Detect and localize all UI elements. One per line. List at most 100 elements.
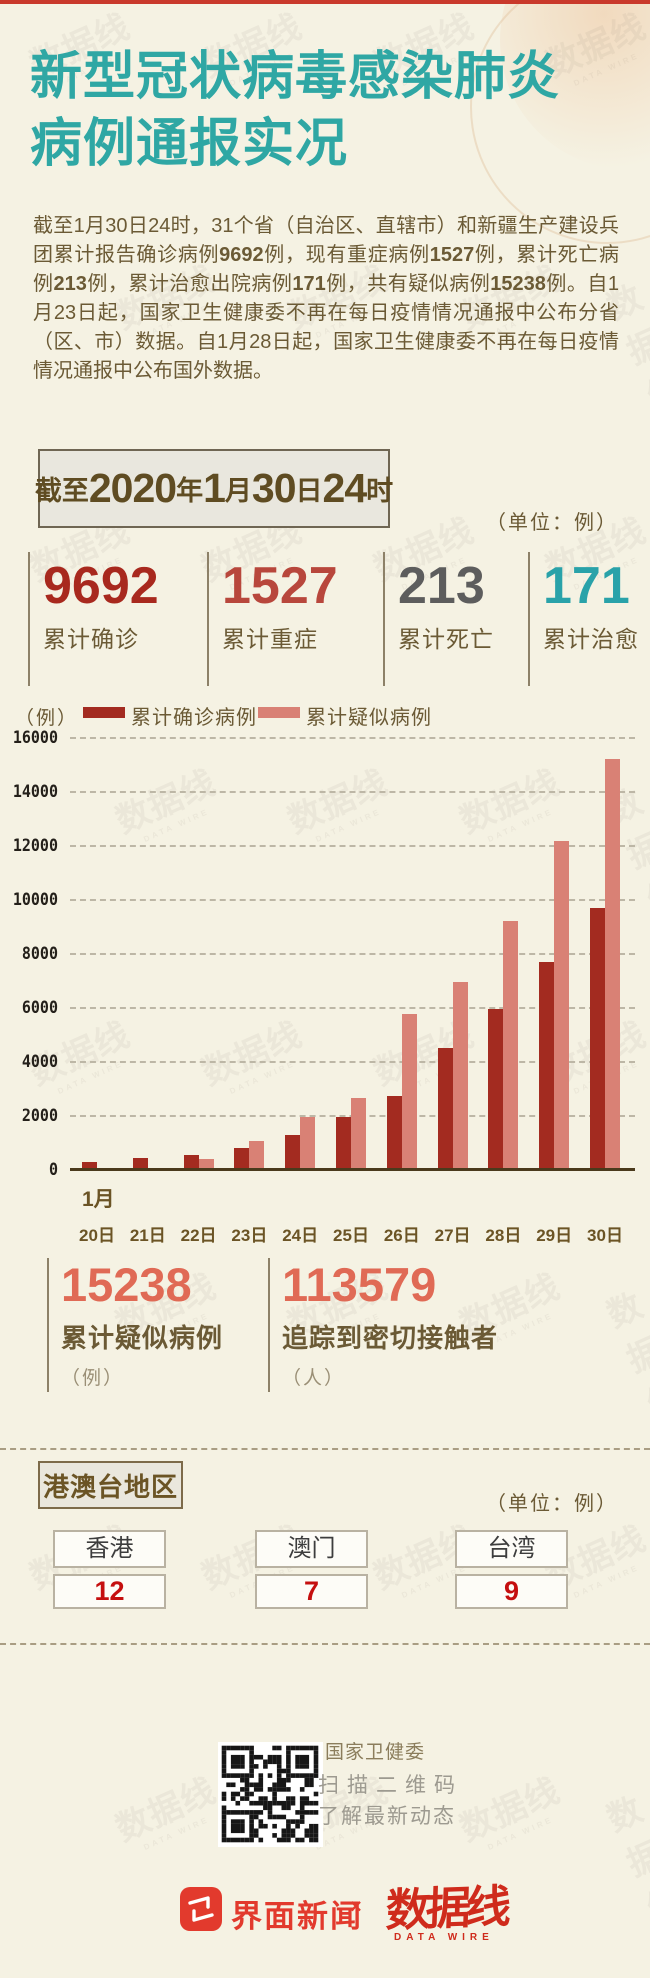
- big-stat-contacts-value: 113579: [282, 1258, 437, 1311]
- stat-recovered: 171 累计治愈: [528, 552, 650, 686]
- y-tick-10000: 10000: [12, 888, 58, 910]
- region-name-hongkong: 香港: [53, 1530, 166, 1568]
- x-tick-24日: 24日: [282, 1226, 319, 1245]
- unit-note-regions: （单位：例）: [486, 1493, 618, 1515]
- y-tick-0: 0: [48, 1158, 58, 1180]
- page-title: 新型冠状病毒感染肺炎 病例通报实况: [30, 44, 630, 178]
- big-stat-contacts: 113579 追踪到密切接触者 （人）: [268, 1258, 512, 1392]
- y-tick-6000: 6000: [21, 996, 58, 1018]
- bar-confirmed-21日: [132, 1158, 148, 1170]
- x-tick-21日: 21日: [129, 1226, 166, 1245]
- bar-suspected-30日: [605, 759, 620, 1170]
- gridline-6000: [70, 1007, 635, 1009]
- legend-swatch-suspected: [258, 707, 300, 718]
- y-tick-12000: 12000: [12, 834, 58, 856]
- bar-confirmed-26日: [386, 1096, 402, 1170]
- stat-recovered-label: 累计治愈: [543, 626, 639, 652]
- bar-confirmed-22日: [183, 1155, 199, 1170]
- x-tick-30日: 30日: [587, 1226, 623, 1245]
- legend-label-suspected: 累计疑似病例: [306, 707, 432, 729]
- legend-label-confirmed: 累计确诊病例: [131, 707, 257, 729]
- gridline-14000: [70, 791, 635, 793]
- bar-confirmed-25日: [336, 1117, 351, 1170]
- legend-swatch-confirmed: [83, 707, 125, 718]
- y-tick-4000: 4000: [21, 1050, 58, 1072]
- jiemian-news-logo-icon: [180, 1887, 222, 1931]
- bar-confirmed-30日: [590, 908, 605, 1170]
- x-tick-23日: 23日: [231, 1226, 268, 1245]
- big-stat-suspected-label: 累计疑似病例: [61, 1323, 224, 1353]
- brand-separator: ×: [350, 1896, 362, 1918]
- y-tick-2000: 2000: [21, 1104, 58, 1126]
- y-tick-16000: 16000: [12, 726, 58, 748]
- chart-unit-label: （例）: [15, 708, 79, 729]
- qr-caption-line2: 了解最新动态: [318, 1805, 456, 1828]
- stat-confirmed-value: 9692: [43, 557, 159, 615]
- gridline-12000: [70, 845, 635, 847]
- bar-confirmed-24日: [285, 1135, 301, 1170]
- bar-suspected-23日: [249, 1141, 265, 1170]
- regions-section-title: 港澳台地区: [38, 1461, 183, 1509]
- bar-suspected-22日: [198, 1159, 214, 1170]
- stat-deaths-label: 累计死亡: [398, 626, 494, 652]
- jiemian-news-logo-text: 界面新闻: [231, 1899, 363, 1934]
- x-tick-29日: 29日: [536, 1226, 573, 1245]
- as-of-date-box: 截至 2020 年 1 月 30 日 24 时: [35, 449, 393, 528]
- y-tick-14000: 14000: [12, 780, 58, 802]
- datawire-logo-subtext: DATA WIRE: [394, 1932, 494, 1943]
- stat-confirmed: 9692 累计确诊: [28, 552, 208, 686]
- bar-confirmed-28日: [488, 1009, 504, 1170]
- unit-note-cases: （单位：例）: [486, 512, 618, 534]
- region-name-macau: 澳门: [255, 1530, 368, 1568]
- x-tick-26日: 26日: [383, 1226, 420, 1245]
- bar-suspected-24日: [300, 1117, 316, 1170]
- gridline-16000: [70, 737, 635, 739]
- gridline-4000: [70, 1061, 635, 1063]
- data-source-note: 数据来源：国家卫健委: [224, 1742, 425, 1763]
- section-divider-2: [0, 1643, 650, 1645]
- big-stat-contacts-label: 追踪到密切接触者: [282, 1323, 499, 1353]
- stat-severe: 1527 累计重症: [207, 552, 384, 686]
- stat-deaths-value: 213: [398, 557, 485, 615]
- x-tick-25日: 25日: [333, 1226, 369, 1245]
- title-line-2: 病例通报实况: [30, 115, 349, 173]
- x-tick-28日: 28日: [485, 1226, 522, 1245]
- stat-severe-value: 1527: [222, 557, 338, 615]
- gridline-8000: [70, 953, 635, 955]
- stat-deaths: 213 累计死亡: [383, 552, 529, 686]
- top-red-divider: [0, 0, 650, 4]
- stat-confirmed-label: 累计确诊: [43, 626, 139, 652]
- bar-confirmed-23日: [234, 1148, 250, 1170]
- section-divider-1: [0, 1448, 650, 1450]
- bar-suspected-27日: [452, 982, 468, 1170]
- region-value-taiwan: 9: [455, 1574, 568, 1609]
- x-tick-20日: 20日: [79, 1226, 115, 1245]
- stat-severe-label: 累计重症: [222, 626, 318, 652]
- big-stat-suspected-value: 15238: [61, 1258, 192, 1311]
- region-value-macau: 7: [255, 1574, 368, 1609]
- jiemian-glyph: [188, 1896, 214, 1922]
- qr-caption-line1: 扫描二维码: [318, 1774, 463, 1797]
- bar-confirmed-27日: [437, 1048, 453, 1170]
- y-tick-8000: 8000: [21, 942, 58, 964]
- intro-paragraph: 截至1月30日24时，31个省（自治区、直辖市）和新疆生产建设兵团累计报告确诊病…: [33, 215, 620, 382]
- gridline-10000: [70, 899, 635, 901]
- bar-suspected-29日: [554, 841, 570, 1170]
- qr-code: [218, 1742, 323, 1847]
- bar-suspected-25日: [351, 1098, 366, 1170]
- x-axis-line: [70, 1168, 635, 1171]
- bar-suspected-28日: [503, 921, 519, 1170]
- bar-confirmed-20日: [82, 1162, 97, 1170]
- bar-suspected-26日: [401, 1014, 417, 1170]
- stat-recovered-value: 171: [543, 557, 630, 615]
- x-tick-22日: 22日: [180, 1226, 217, 1245]
